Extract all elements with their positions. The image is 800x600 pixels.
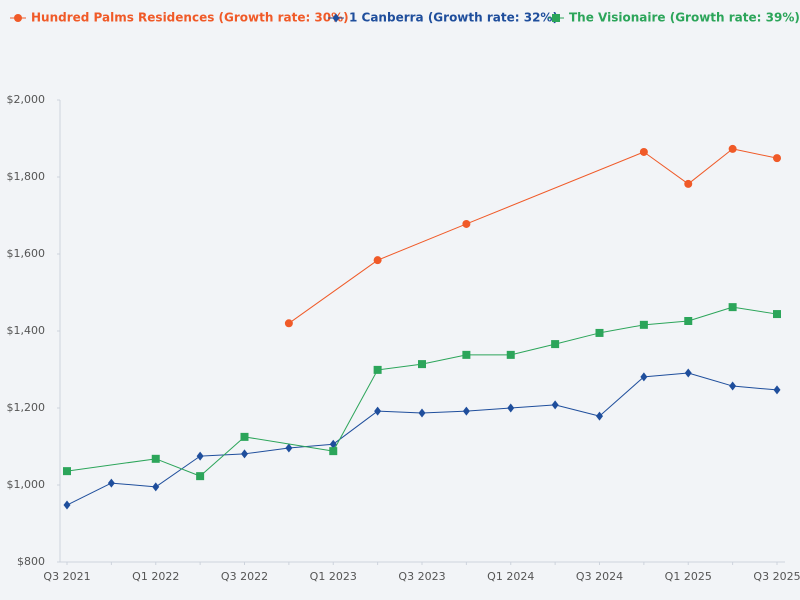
connector [643, 151, 689, 185]
point [151, 454, 160, 463]
connector [199, 436, 245, 477]
point [284, 319, 293, 328]
point [639, 147, 648, 156]
connector [732, 385, 778, 391]
point [684, 316, 693, 325]
point [639, 320, 648, 329]
y-tick-label: $1,400 [7, 324, 46, 337]
connector [111, 482, 156, 488]
y-tick-label: $2,000 [7, 93, 46, 106]
x-tick-label: Q1 2022 [132, 570, 179, 583]
connector [244, 447, 289, 455]
point [373, 256, 382, 265]
legend-label: Hundred Palms Residences (Growth rate: 3… [31, 11, 349, 25]
connector [244, 436, 334, 452]
point [640, 372, 648, 382]
point [107, 478, 115, 488]
point [684, 179, 693, 188]
connector [555, 332, 600, 345]
x-tick-label: Q3 2025 [753, 570, 800, 583]
connector [200, 453, 245, 457]
y-tick-label: $1,000 [7, 478, 46, 491]
connector [377, 363, 423, 371]
point [329, 447, 338, 456]
connector [466, 151, 645, 225]
connector [732, 148, 778, 159]
connector [687, 148, 733, 185]
point [462, 219, 471, 228]
point [285, 443, 293, 453]
legend-marker [14, 14, 22, 22]
connector [732, 306, 778, 315]
x-tick-label: Q3 2024 [576, 570, 623, 583]
y-tick-label: $800 [17, 555, 45, 568]
point [773, 154, 781, 163]
connector [688, 306, 733, 322]
point [773, 310, 781, 319]
connector [688, 372, 733, 387]
connector [510, 343, 556, 356]
connector [510, 404, 556, 409]
connector [155, 458, 201, 477]
connector [643, 372, 689, 378]
point [373, 365, 382, 374]
point [684, 368, 692, 378]
x-tick-label: Q3 2021 [43, 570, 90, 583]
x-tick-label: Q3 2022 [221, 570, 268, 583]
connector [421, 410, 467, 414]
point [196, 451, 204, 461]
connector [421, 354, 467, 365]
connector [288, 259, 378, 324]
legend-marker [332, 13, 340, 23]
connector [332, 369, 379, 452]
point [507, 403, 515, 413]
legend-marker [552, 14, 560, 22]
connector [66, 458, 156, 472]
y-tick-label: $1,600 [7, 247, 46, 260]
legend-label: The Visionaire (Growth rate: 39%) [569, 11, 800, 25]
connector [377, 410, 423, 414]
point [63, 467, 71, 476]
x-tick-label: Q1 2025 [665, 570, 712, 583]
connector [599, 324, 644, 334]
connector [332, 410, 378, 445]
point [728, 144, 737, 153]
y-tick-label: $1,800 [7, 170, 46, 183]
x-tick-label: Q1 2024 [487, 570, 534, 583]
connector [288, 443, 334, 449]
connector [599, 376, 645, 417]
x-tick-label: Q1 2023 [310, 570, 357, 583]
point [329, 439, 337, 449]
connector [377, 223, 467, 261]
point [596, 411, 603, 421]
point [506, 350, 515, 359]
point [773, 385, 781, 395]
connector [466, 407, 511, 412]
connector [643, 320, 689, 326]
point [462, 406, 470, 416]
point [551, 400, 559, 410]
point [729, 381, 737, 391]
connector [155, 455, 201, 488]
legend-label: 1 Canberra (Growth rate: 32%) [349, 11, 558, 25]
connector [66, 482, 112, 506]
point [152, 482, 160, 492]
point [595, 328, 604, 337]
connector [555, 404, 600, 417]
y-tick-label: $1,200 [7, 401, 46, 414]
point [63, 500, 71, 510]
point [462, 350, 471, 359]
point [374, 406, 382, 416]
point [196, 472, 205, 481]
point [551, 340, 560, 349]
point [240, 432, 249, 441]
point [418, 408, 426, 418]
x-tick-label: Q3 2023 [398, 570, 445, 583]
point [418, 360, 426, 369]
point [241, 449, 248, 459]
point [728, 303, 737, 312]
